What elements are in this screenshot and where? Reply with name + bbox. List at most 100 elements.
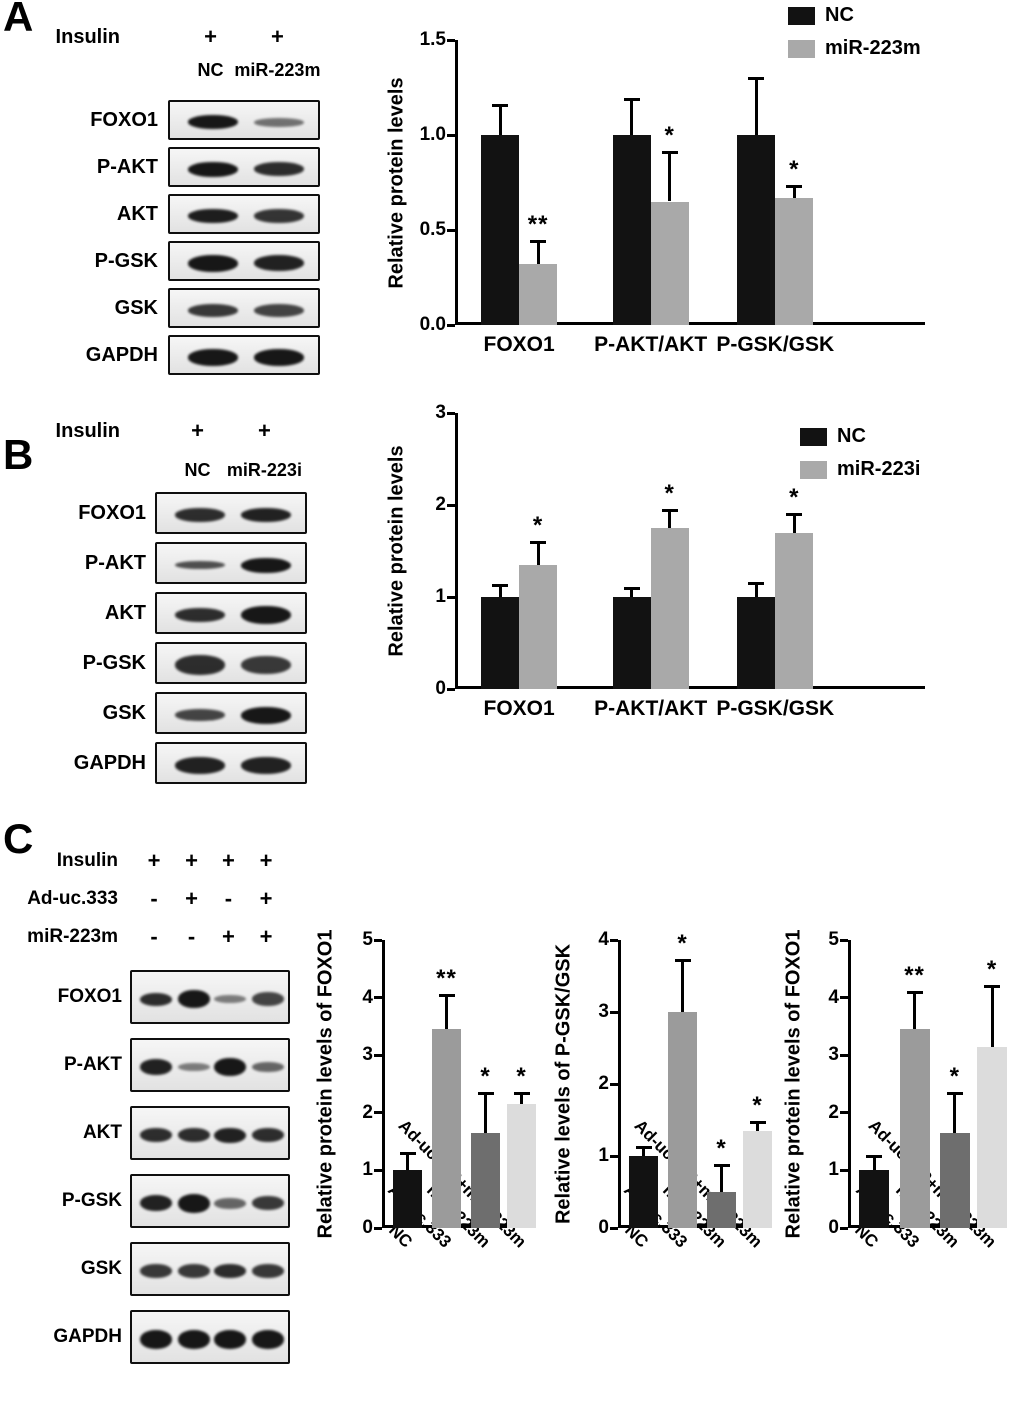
y-tick-mark [610, 938, 618, 942]
treatment-mark: + [185, 886, 199, 911]
bar [481, 597, 520, 689]
protein-band [177, 1128, 210, 1142]
error-bar-stem [445, 994, 448, 1030]
y-tick-mark [374, 996, 382, 1000]
x-category-label: P-AKT/AKT [594, 333, 708, 356]
bar [612, 597, 651, 689]
error-bar-cap [635, 1146, 652, 1150]
blot-row-label: FOXO1 [57, 986, 122, 1007]
protein-band [254, 162, 305, 176]
y-tick-label: 1 [598, 1145, 609, 1166]
y-tick-label: 4 [828, 986, 839, 1008]
protein-band [177, 990, 210, 1008]
legend-item: NC [800, 425, 920, 448]
treatment-mark: + [221, 924, 235, 949]
treatment-label: Insulin [55, 420, 120, 442]
bar [519, 264, 558, 325]
error-bar-cap [530, 540, 547, 544]
legend-swatch [800, 460, 827, 479]
y-tick-mark [447, 323, 455, 327]
bar [977, 1046, 1008, 1228]
y-tick-label: 0 [362, 1217, 373, 1238]
legend: NC miR-223m [788, 4, 921, 70]
protein-band [214, 1127, 247, 1143]
y-tick-mark [374, 1168, 382, 1172]
bar [471, 1132, 500, 1228]
protein-band [174, 709, 225, 721]
blot-row-label: P-AKT [63, 1054, 122, 1075]
protein-band [174, 608, 225, 622]
blot-row-label: FOXO1 [90, 109, 158, 131]
blot-box [130, 970, 290, 1024]
y-axis-label: Relative protein levels of FOXO1 [782, 929, 805, 1239]
y-tick-mark [610, 1010, 618, 1014]
panel-a-label: A [3, 0, 34, 40]
treatment-label: Ad-uc.333 [27, 888, 118, 909]
bar [519, 564, 558, 689]
error-bar-stem [630, 98, 634, 135]
x-category-label: FOXO1 [483, 333, 555, 356]
protein-band [187, 161, 238, 177]
blot-row-label: P-GSK [82, 652, 146, 674]
error-bar-cap [786, 185, 803, 189]
treatment-mark: + [185, 848, 199, 873]
legend-swatch [788, 39, 815, 58]
legend-label: miR-223i [837, 458, 921, 480]
treatment-label: Insulin [56, 850, 118, 871]
bar [775, 532, 814, 689]
panel-c-chart-foxo1: Relative protein levels of FOXO1 0 1 2 3 4 5 NC… [300, 820, 550, 1414]
y-tick-label: 5 [828, 929, 839, 950]
error-bar-stem [630, 587, 634, 597]
y-tick-mark [840, 1111, 848, 1115]
error-bar-stem [668, 152, 672, 202]
bar [737, 597, 776, 689]
error-bar-cap [492, 584, 509, 588]
significance-stars: ** [904, 961, 925, 989]
treatment-label: miR-223m [27, 926, 118, 947]
blot-row-label: GAPDH [53, 1326, 122, 1347]
blot-row-label: P-AKT [96, 156, 158, 178]
bar [743, 1130, 772, 1228]
y-axis-label: Relative protein levels [385, 76, 408, 289]
error-bar-cap [513, 1091, 530, 1095]
error-bar-stem [484, 1092, 487, 1133]
blot-row-label: GAPDH [85, 344, 158, 366]
treatment-mark: + [147, 848, 161, 873]
protein-band [177, 1264, 210, 1278]
blot-box [130, 1242, 290, 1296]
y-tick-label: 3 [828, 1044, 839, 1066]
y-tick-label: 3 [362, 1044, 373, 1066]
y-tick-mark [840, 1053, 848, 1057]
protein-band [187, 348, 238, 366]
error-bar-cap [674, 959, 691, 963]
protein-band [241, 606, 292, 624]
error-bar-stem [520, 1092, 523, 1105]
blot-box [130, 1106, 290, 1160]
protein-band [187, 209, 238, 223]
protein-band [174, 508, 225, 522]
protein-band [241, 706, 292, 724]
protein-band [254, 303, 305, 317]
error-bar-stem [913, 991, 917, 1030]
error-bar-cap [749, 1121, 766, 1125]
blot-box [168, 335, 320, 375]
y-tick-mark [374, 1053, 382, 1057]
blot-box [155, 542, 307, 584]
treatment-mark: + [258, 418, 271, 443]
y-tick-mark [447, 133, 455, 137]
error-bar-cap [492, 103, 509, 107]
y-tick-mark [374, 1111, 382, 1115]
blot-box [130, 1038, 290, 1092]
lane-label: NC [197, 60, 224, 80]
blot-row-label: AKT [104, 602, 146, 624]
y-tick-mark [447, 687, 455, 691]
significance-stars: * [986, 956, 998, 984]
error-bar-cap [748, 582, 765, 586]
y-tick-mark [447, 228, 455, 232]
panel-c-chart-foxo1-2: Relative protein levels of FOXO1 0 1 2 3 4 5 NC… [772, 820, 1020, 1414]
protein-band [241, 557, 292, 573]
bar [668, 1012, 697, 1228]
y-tick-mark [840, 1168, 848, 1172]
blot-box [155, 642, 307, 684]
x-category-label: FOXO1 [483, 697, 555, 720]
